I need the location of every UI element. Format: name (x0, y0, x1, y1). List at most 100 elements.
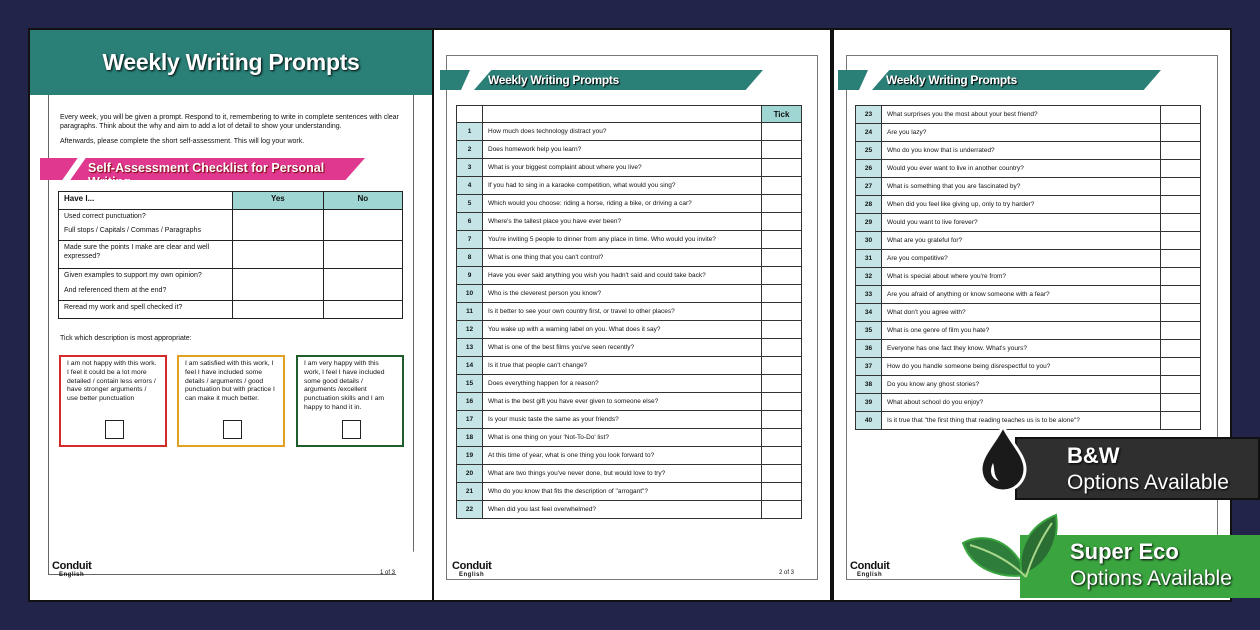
tick-cell[interactable] (761, 176, 802, 195)
prompt-text: Everyone has one fact they know. What's … (881, 339, 1161, 358)
prompt-text: What is one thing that you can't control… (482, 248, 762, 267)
tick-cell[interactable] (1160, 123, 1201, 142)
bw-options-badge: B&W Options Available (1015, 437, 1260, 500)
tick-cell[interactable] (1160, 195, 1201, 214)
tick-cell[interactable] (761, 230, 802, 249)
tick-cell[interactable] (1160, 303, 1201, 322)
prompt-row: 20 What are two things you've never done,… (456, 464, 802, 483)
tick-cell[interactable] (761, 374, 802, 393)
prompt-text: Are you lazy? (881, 123, 1161, 142)
prompt-number: 25 (855, 141, 882, 160)
tick-cell[interactable] (1160, 177, 1201, 196)
checklist-banner: Self-Assessment Checklist for Personal W… (40, 158, 365, 180)
tick-cell[interactable] (761, 320, 802, 339)
page-title: Weekly Writing Prompts (102, 49, 360, 75)
tick-cell[interactable] (761, 248, 802, 267)
prompt-text: What are you grateful for? (881, 231, 1161, 250)
tick-cell[interactable] (761, 212, 802, 231)
prompt-row: 9 Have you ever said anything you wish yo… (456, 266, 802, 285)
bw-subtitle: Options Available (1067, 471, 1229, 494)
tick-cell[interactable] (1160, 411, 1201, 430)
description-not-happy: I am not happy with this work. I feel it… (59, 355, 167, 447)
tick-cell[interactable] (761, 122, 802, 141)
tick-cell[interactable] (1160, 105, 1201, 124)
tick-cell[interactable] (761, 356, 802, 375)
self-assessment-table: Have I... Yes No Used correct punctuation?… (58, 191, 404, 319)
no-cell[interactable] (322, 300, 404, 319)
tick-instruction: Tick which description is most appropria… (60, 335, 192, 342)
tick-cell[interactable] (761, 140, 802, 159)
tick-cell[interactable] (761, 464, 802, 483)
yes-cell[interactable] (232, 268, 324, 301)
tick-cell[interactable] (1160, 141, 1201, 160)
prompt-row: 24 Are you lazy? (855, 123, 1201, 142)
tick-cell[interactable] (1160, 159, 1201, 178)
tick-cell[interactable] (761, 338, 802, 357)
tick-cell[interactable] (1160, 393, 1201, 412)
prompt-text: What surprises you the most about your b… (881, 105, 1161, 124)
prompt-row: 30 What are you grateful for? (855, 231, 1201, 250)
page-3: Weekly Writing Prompts 23 What surprises … (834, 30, 1230, 600)
no-cell[interactable] (322, 209, 404, 241)
intro-paragraph: Afterwards, please complete the short se… (60, 138, 305, 145)
tick-cell[interactable] (761, 410, 802, 429)
no-cell[interactable] (322, 268, 404, 301)
prompt-number: 39 (855, 393, 882, 412)
prompt-row: 19 At this time of year, what is one thin… (456, 446, 802, 465)
tick-cell[interactable] (761, 482, 802, 501)
tick-cell[interactable] (761, 158, 802, 177)
tick-cell[interactable] (1160, 213, 1201, 232)
tick-cell[interactable] (1160, 321, 1201, 340)
prompt-number: 12 (456, 320, 483, 339)
tick-cell[interactable] (1160, 339, 1201, 358)
prompt-number: 29 (855, 213, 882, 232)
prompt-number: 9 (456, 266, 483, 285)
prompt-number: 31 (855, 249, 882, 268)
title-banner: Weekly Writing Prompts (440, 70, 763, 90)
tick-cell[interactable] (1160, 267, 1201, 286)
prompt-text: What is one genre of film you hate? (881, 321, 1161, 340)
tick-cell[interactable] (1160, 249, 1201, 268)
prompt-row: 36 Everyone has one fact they know. What'… (855, 339, 1201, 358)
tick-header: Tick (761, 105, 802, 123)
prompt-text: When did you last feel overwhelmed? (482, 500, 762, 519)
prompt-text: Is your music taste the same as your fri… (482, 410, 762, 429)
tick-cell[interactable] (761, 446, 802, 465)
yes-cell[interactable] (232, 209, 324, 241)
prompt-text: What is special about where you're from? (881, 267, 1161, 286)
tick-cell[interactable] (761, 194, 802, 213)
conduit-logo: Conduit English (850, 560, 890, 578)
description-satisfied: I am satisfied with this work, I feel I … (177, 355, 285, 447)
tick-cell[interactable] (761, 284, 802, 303)
prompt-number: 32 (855, 267, 882, 286)
tick-cell[interactable] (761, 266, 802, 285)
tick-cell[interactable] (1160, 357, 1201, 376)
checklist-item: Used correct punctuation? Full stops / Ca… (58, 209, 233, 241)
ink-drop-icon (979, 423, 1027, 493)
checkbox[interactable] (223, 420, 242, 439)
tick-cell[interactable] (761, 302, 802, 321)
prompt-number: 1 (456, 122, 483, 141)
prompt-row: 38 Do you know any ghost stories? (855, 375, 1201, 394)
prompt-row: 34 What don't you agree with? (855, 303, 1201, 322)
prompt-text: You wake up with a warning label on you.… (482, 320, 762, 339)
tick-cell[interactable] (761, 392, 802, 411)
checkbox[interactable] (105, 420, 124, 439)
checkbox[interactable] (342, 420, 361, 439)
prompt-row: 22 When did you last feel overwhelmed? (456, 500, 802, 519)
tick-cell[interactable] (761, 500, 802, 519)
tick-cell[interactable] (1160, 375, 1201, 394)
prompt-number: 18 (456, 428, 483, 447)
tick-cell[interactable] (761, 428, 802, 447)
yes-cell[interactable] (232, 240, 324, 269)
no-cell[interactable] (322, 240, 404, 269)
prompt-row: 11 Is it better to see your own country f… (456, 302, 802, 321)
title-banner: Weekly Writing Prompts (838, 70, 1161, 90)
prompt-text: What about school do you enjoy? (881, 393, 1161, 412)
prompt-row: 25 Who do you know that is underrated? (855, 141, 1201, 160)
yes-cell[interactable] (232, 300, 324, 319)
prompt-number: 16 (456, 392, 483, 411)
tick-cell[interactable] (1160, 231, 1201, 250)
prompt-row: 13 What is one of the best films you've s… (456, 338, 802, 357)
tick-cell[interactable] (1160, 285, 1201, 304)
